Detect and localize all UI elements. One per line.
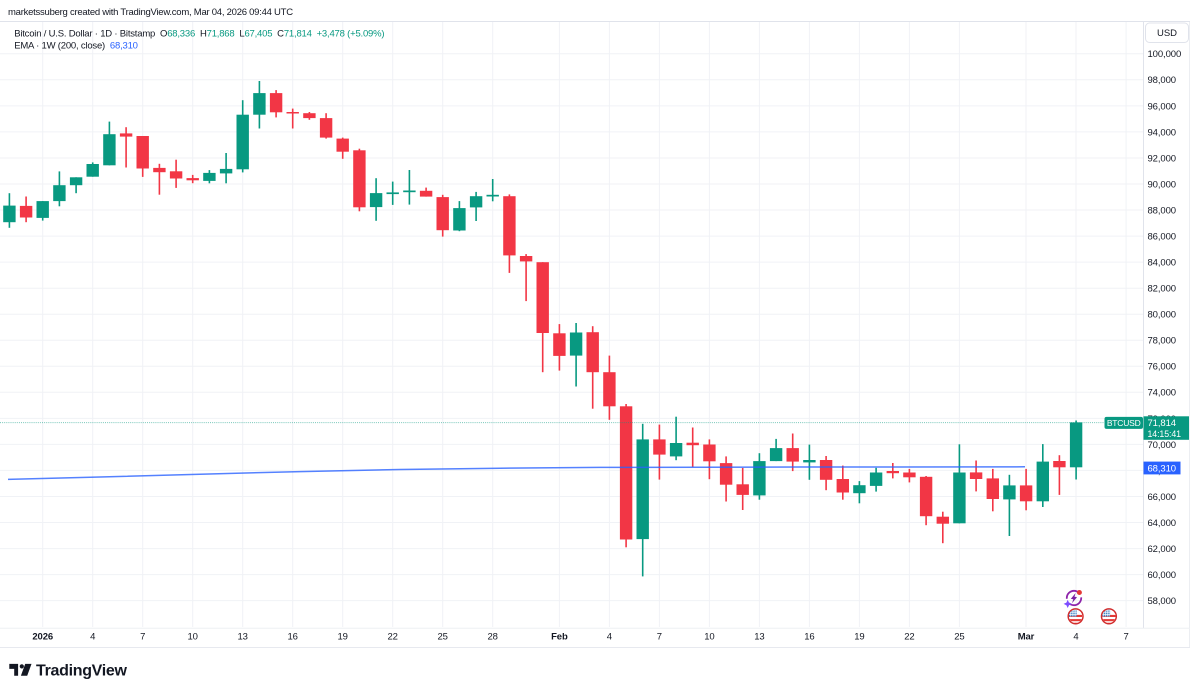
svg-text:98,000: 98,000 [1148,75,1176,86]
svg-text:4: 4 [1073,632,1078,643]
svg-text:71,814: 71,814 [1148,418,1176,429]
svg-text:28: 28 [488,632,498,643]
svg-text:70,000: 70,000 [1148,440,1176,451]
svg-text:60,000: 60,000 [1148,570,1176,581]
svg-text:88,000: 88,000 [1148,205,1176,216]
svg-text:7: 7 [1124,632,1129,643]
svg-text:EMA · 1W (200, close) 68,310: EMA · 1W (200, close) 68,310 [14,40,138,51]
svg-text:22: 22 [388,632,398,643]
svg-text:25: 25 [954,632,964,643]
svg-text:10: 10 [188,632,198,643]
svg-text:96,000: 96,000 [1148,101,1176,112]
svg-text:78,000: 78,000 [1148,336,1176,347]
svg-text:4: 4 [607,632,612,643]
svg-text:22: 22 [904,632,914,643]
svg-text:25: 25 [438,632,448,643]
svg-text:62,000: 62,000 [1148,544,1176,555]
svg-text:64,000: 64,000 [1148,518,1176,529]
svg-text:7: 7 [140,632,145,643]
svg-text:92,000: 92,000 [1148,153,1176,164]
svg-text:19: 19 [338,632,348,643]
svg-text:84,000: 84,000 [1148,258,1176,269]
svg-text:58,000: 58,000 [1148,596,1176,607]
svg-text:82,000: 82,000 [1148,284,1176,295]
svg-text:marketssuberg created with Tra: marketssuberg created with TradingView.c… [8,7,293,18]
svg-text:90,000: 90,000 [1148,179,1176,190]
svg-text:13: 13 [238,632,248,643]
svg-text:13: 13 [754,632,764,643]
svg-text:10: 10 [704,632,714,643]
svg-text:100,000: 100,000 [1148,49,1182,60]
svg-text:19: 19 [854,632,864,643]
svg-text:4: 4 [90,632,95,643]
svg-text:Mar: Mar [1018,632,1035,643]
svg-text:USD: USD [1157,28,1177,39]
svg-text:86,000: 86,000 [1148,232,1176,243]
svg-text:94,000: 94,000 [1148,127,1176,138]
svg-text:Feb: Feb [551,632,568,643]
svg-text:Bitcoin / U.S. Dollar · 1D · B: Bitcoin / U.S. Dollar · 1D · Bitstamp O6… [14,28,384,39]
svg-text:BTCUSD: BTCUSD [1107,418,1141,428]
svg-text:TradingView: TradingView [36,663,128,680]
svg-text:7: 7 [657,632,662,643]
svg-text:74,000: 74,000 [1148,388,1176,399]
svg-text:14:15:41: 14:15:41 [1148,429,1182,439]
svg-text:80,000: 80,000 [1148,310,1176,321]
svg-text:76,000: 76,000 [1148,362,1176,373]
svg-text:16: 16 [804,632,814,643]
svg-text:66,000: 66,000 [1148,492,1176,503]
svg-text:68,310: 68,310 [1148,464,1176,475]
svg-text:16: 16 [288,632,298,643]
svg-text:2026: 2026 [32,632,53,643]
